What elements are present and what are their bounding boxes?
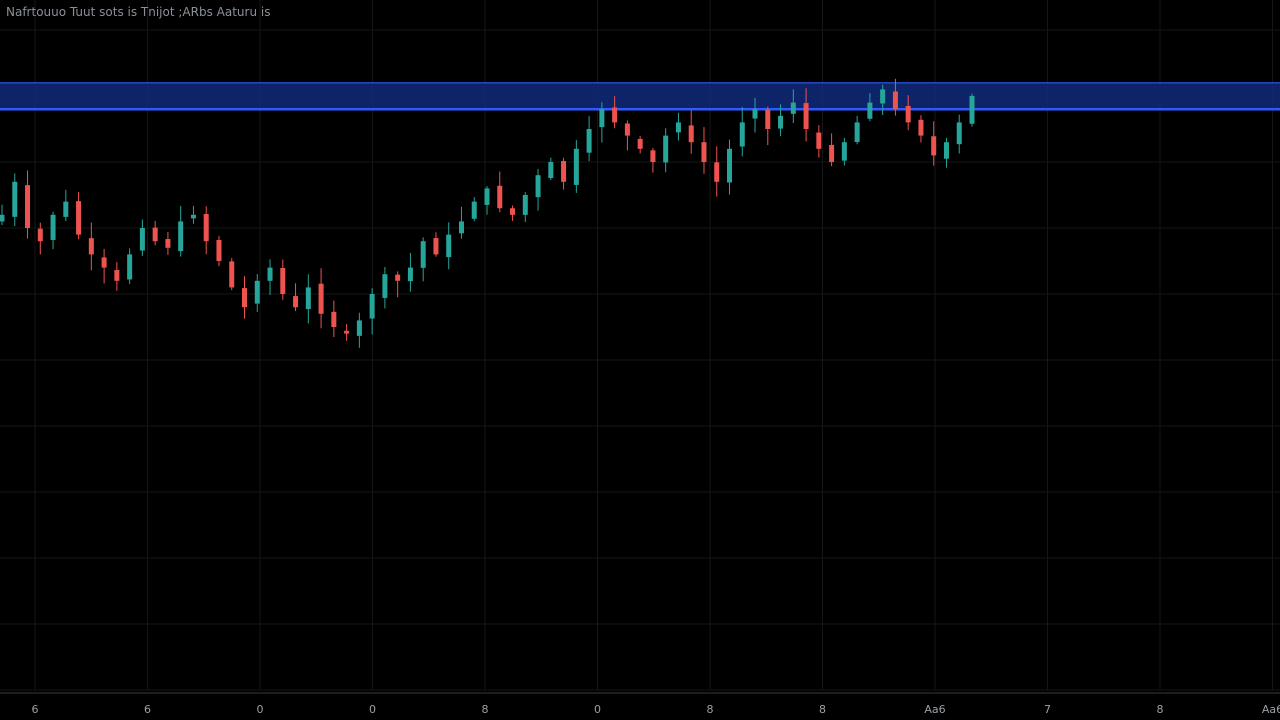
- resistance-zone-band: [0, 82, 1280, 110]
- candle-body: [12, 181, 18, 217]
- x-tick-label: 0: [369, 703, 376, 716]
- candle-body: [331, 311, 337, 327]
- candle-body: [203, 213, 209, 242]
- x-axis-ticks: 6 6 0 0 8 0 8 8 Aa6 7 8 Aa6: [32, 703, 1280, 716]
- candle-body: [127, 254, 133, 280]
- candle-body: [880, 89, 886, 104]
- candle-body: [867, 102, 873, 119]
- candle-body: [369, 294, 375, 319]
- candle-body: [395, 274, 401, 281]
- candle-body: [892, 91, 898, 110]
- candle-body: [165, 239, 171, 248]
- x-tick-label: 8: [819, 703, 826, 716]
- chart-title: Nafrtouuo Tuut sots is Tnijot ;ARbs Aatu…: [6, 5, 270, 19]
- candle-body: [841, 142, 847, 161]
- candle-body: [242, 288, 247, 308]
- candle-body: [599, 109, 605, 128]
- candle-body: [943, 142, 949, 159]
- candle-body: [765, 109, 771, 129]
- candle-body: [63, 201, 69, 217]
- candle-body: [612, 107, 618, 123]
- candle-body: [854, 122, 860, 142]
- candle-body: [446, 234, 452, 258]
- x-tick-label: 0: [594, 703, 601, 716]
- candle-body: [663, 135, 669, 163]
- candle-body: [178, 221, 184, 252]
- candle-body: [0, 214, 5, 222]
- x-tick-label: 8: [482, 703, 489, 716]
- x-tick-label: 6: [32, 703, 39, 716]
- candle-body: [190, 214, 196, 219]
- candle-body: [25, 185, 31, 228]
- x-tick-label: Aa6: [924, 703, 945, 716]
- candle-body: [114, 270, 120, 281]
- candle-body: [778, 115, 784, 129]
- candle-body: [969, 96, 975, 124]
- candle-body: [280, 267, 286, 294]
- candle-body: [510, 208, 516, 215]
- candle-body: [701, 142, 707, 162]
- candle-body: [344, 330, 350, 334]
- x-tick-label: 0: [257, 703, 264, 716]
- candle-body: [522, 195, 528, 215]
- x-tick-label: 7: [1044, 703, 1051, 716]
- candle-body: [624, 123, 630, 136]
- candle-body: [318, 283, 324, 314]
- candle-body: [816, 132, 822, 149]
- candle-body: [471, 201, 477, 219]
- candle-body: [152, 227, 158, 242]
- candle-body: [905, 105, 911, 123]
- candle-body: [458, 221, 464, 234]
- candle-body: [803, 103, 809, 129]
- x-tick-label: 6: [144, 703, 151, 716]
- candle-body: [829, 144, 835, 162]
- candle-body: [37, 228, 43, 242]
- x-tick-label: 8: [1157, 703, 1164, 716]
- candle-body: [561, 161, 567, 182]
- candle-body: [293, 296, 299, 308]
- candle-body: [918, 119, 924, 136]
- candle-body: [101, 257, 107, 268]
- candles: [0, 78, 975, 348]
- candle-body: [216, 239, 222, 261]
- candle-body: [407, 267, 413, 282]
- candle-body: [267, 267, 273, 281]
- candle-body: [484, 188, 490, 205]
- candle-body: [139, 228, 145, 251]
- candle-body: [229, 261, 235, 288]
- candle-body: [790, 102, 796, 114]
- candle-body: [305, 287, 311, 310]
- candle-body: [76, 201, 82, 235]
- candle-body: [50, 214, 56, 240]
- candle-body: [956, 122, 962, 145]
- candle-body: [586, 129, 592, 153]
- candle-body: [714, 162, 720, 182]
- candle-body: [637, 138, 643, 149]
- candle-body: [548, 162, 554, 179]
- candle-body: [254, 280, 260, 304]
- candle-body: [88, 238, 94, 255]
- x-tick-label: 8: [707, 703, 714, 716]
- candle-body: [535, 175, 541, 198]
- candle-body: [739, 122, 745, 147]
- candle-body: [650, 150, 656, 162]
- candle-body: [420, 241, 426, 268]
- resistance-zone: [0, 82, 1280, 111]
- candle-body: [573, 148, 579, 185]
- candle-body: [931, 136, 937, 156]
- candle-body: [497, 185, 503, 209]
- candle-body: [433, 238, 439, 255]
- candle-body: [382, 274, 388, 298]
- candle-body: [727, 148, 732, 183]
- x-tick-label: Aa6: [1262, 703, 1280, 716]
- candle-body: [675, 122, 681, 133]
- candle-body: [752, 109, 758, 119]
- candle-body: [688, 125, 694, 143]
- candle-body: [356, 320, 362, 336]
